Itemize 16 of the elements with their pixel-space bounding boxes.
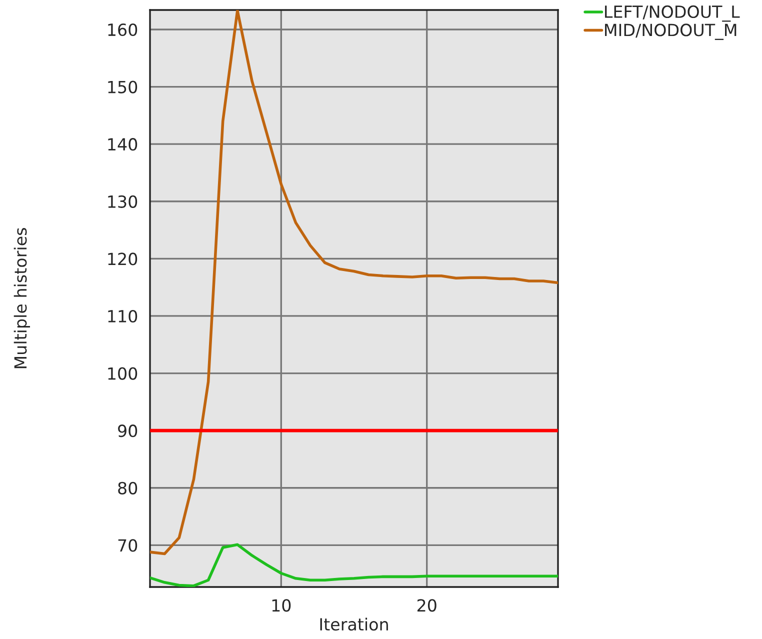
y-tick-label: 150: [108, 80, 138, 94]
y-axis-title: Multiple histories: [14, 228, 30, 368]
y-tick-label: 120: [108, 252, 138, 266]
y-tick-label: 90: [118, 424, 138, 438]
y-tick-label: 80: [118, 482, 138, 494]
y-tick-label: 130: [108, 195, 138, 208]
x-axis-title: Iteration: [320, 618, 388, 631]
x-tick-label: 20: [417, 599, 436, 612]
legend-label: LEFT/NODOUT_L: [605, 5, 740, 22]
legend-label: MID/NODOUT_M: [605, 24, 736, 40]
y-tick-label: 100: [108, 367, 138, 380]
y-tick-label: 70: [118, 539, 138, 552]
y-tick-label: 160: [108, 23, 138, 36]
y-tick-label: 110: [108, 310, 138, 323]
y-tick-label: 140: [108, 138, 138, 151]
x-tick-label: 10: [272, 599, 291, 612]
